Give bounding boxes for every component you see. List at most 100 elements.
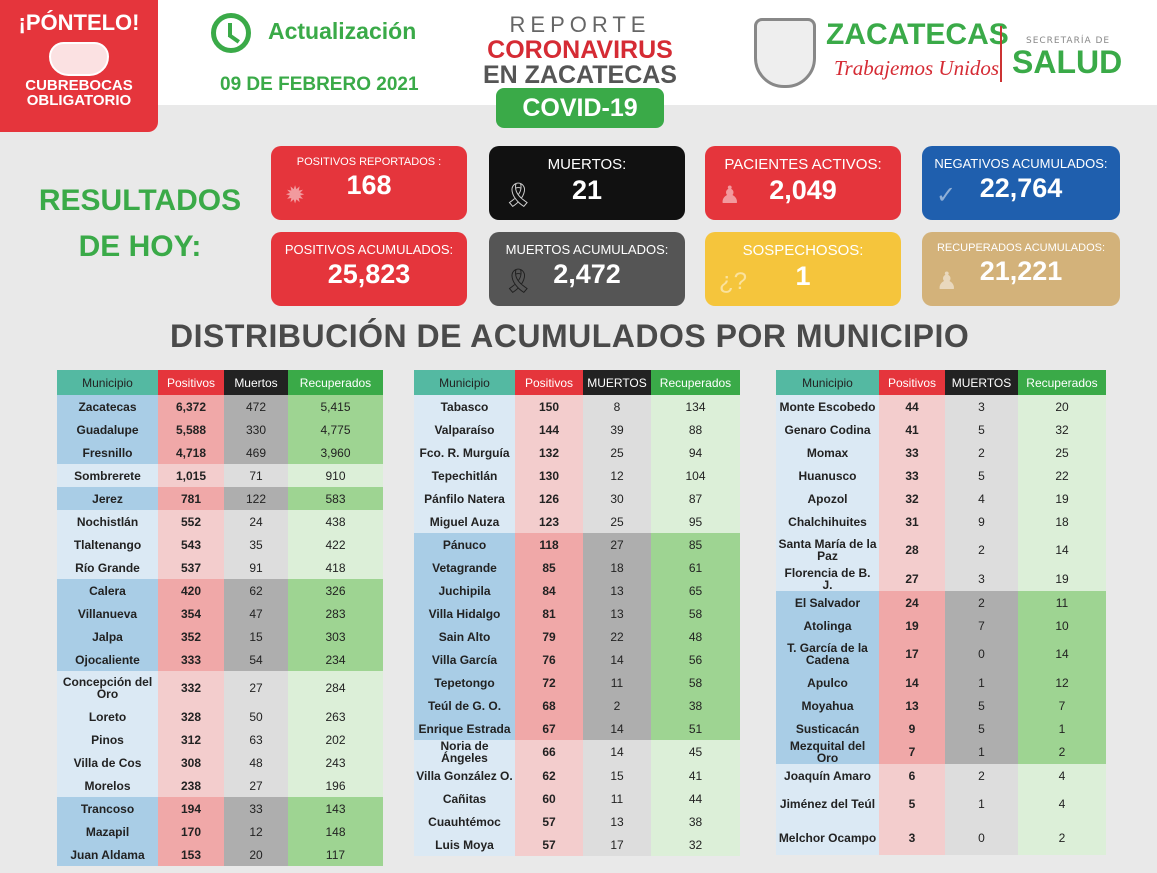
results-title: RESULTADOS DE HOY: xyxy=(35,178,245,270)
cell-positivos: 84 xyxy=(515,579,583,602)
table-row: Guadalupe 5,588 330 4,775 xyxy=(57,418,383,441)
cell-muertos: 71 xyxy=(224,464,288,487)
cell-recuperados: 87 xyxy=(651,487,740,510)
cell-recuperados: 12 xyxy=(1018,671,1106,694)
cell-muertos: 5 xyxy=(945,717,1018,740)
table-row: Valparaíso 144 39 88 xyxy=(414,418,740,441)
cell-recuperados: 19 xyxy=(1018,487,1106,510)
cell-positivos: 170 xyxy=(158,820,224,843)
cell-positivos: 57 xyxy=(515,833,583,856)
cell-municipio: Calera xyxy=(57,579,158,602)
col-header-positivos: Positivos xyxy=(879,370,945,395)
cell-recuperados: 134 xyxy=(651,395,740,418)
cell-recuperados: 283 xyxy=(288,602,383,625)
cell-muertos: 22 xyxy=(583,625,651,648)
cell-recuperados: 18 xyxy=(1018,510,1106,533)
cell-positivos: 537 xyxy=(158,556,224,579)
cell-muertos: 13 xyxy=(583,602,651,625)
face-mask-icon xyxy=(49,42,109,76)
cell-muertos: 5 xyxy=(945,464,1018,487)
table-row: Tepechitlán 130 12 104 xyxy=(414,464,740,487)
cell-municipio: Loreto xyxy=(57,705,158,728)
cell-muertos: 11 xyxy=(583,671,651,694)
cell-recuperados: 88 xyxy=(651,418,740,441)
state-name: ZACATECAS xyxy=(826,18,1009,51)
cell-municipio: Melchor Ocampo xyxy=(776,821,879,855)
col-header-recuperados: Recuperados xyxy=(288,370,383,395)
cell-muertos: 12 xyxy=(224,820,288,843)
cell-recuperados: 7 xyxy=(1018,694,1106,717)
cell-muertos: 1 xyxy=(945,740,1018,764)
cell-municipio: Nochistlán xyxy=(57,510,158,533)
cell-positivos: 76 xyxy=(515,648,583,671)
table-row: Calera 420 62 326 xyxy=(57,579,383,602)
results-title-line1: RESULTADOS xyxy=(38,184,242,217)
header-bar xyxy=(0,0,1157,105)
table-row: Florencia de B. J. 27 3 19 xyxy=(776,567,1106,591)
table-row: Pinos 312 63 202 xyxy=(57,728,383,751)
cell-positivos: 1,015 xyxy=(158,464,224,487)
col-header-muertos: MUERTOS xyxy=(945,370,1018,395)
cell-muertos: 25 xyxy=(583,510,651,533)
cell-muertos: 48 xyxy=(224,751,288,774)
cell-positivos: 68 xyxy=(515,694,583,717)
cell-recuperados: 104 xyxy=(651,464,740,487)
table-row: Susticacán 9 5 1 xyxy=(776,717,1106,740)
cell-positivos: 24 xyxy=(879,591,945,614)
cell-positivos: 552 xyxy=(158,510,224,533)
cell-municipio: Luis Moya xyxy=(414,833,515,856)
card-activos-value: 2,049 xyxy=(769,175,837,205)
question-icon: ¿? xyxy=(719,268,748,295)
card-negativos: NEGATIVOS ACUMULADOS: 22,764 ✓ xyxy=(922,146,1120,220)
table-row: Villa Hidalgo 81 13 58 xyxy=(414,602,740,625)
card-negativos-value: 22,764 xyxy=(979,173,1063,203)
cell-recuperados: 202 xyxy=(288,728,383,751)
cell-muertos: 13 xyxy=(583,810,651,833)
cell-muertos: 1 xyxy=(945,671,1018,694)
card-sospechosos: SOSPECHOSOS: 1 ¿? xyxy=(705,232,901,306)
col-header-municipio: Municipio xyxy=(57,370,158,395)
cell-recuperados: 48 xyxy=(651,625,740,648)
col-header-municipio: Municipio xyxy=(776,370,879,395)
table-row: Villa de Cos 308 48 243 xyxy=(57,751,383,774)
cell-recuperados: 32 xyxy=(1018,418,1106,441)
cell-municipio: Jerez xyxy=(57,487,158,510)
cell-municipio: Momax xyxy=(776,441,879,464)
cell-recuperados: 44 xyxy=(651,787,740,810)
cell-municipio: Villa González O. xyxy=(414,764,515,787)
cell-recuperados: 243 xyxy=(288,751,383,774)
cell-muertos: 3 xyxy=(945,395,1018,418)
card-positivos-label: POSITIVOS REPORTADOS : xyxy=(296,156,442,168)
table-row: Luis Moya 57 17 32 xyxy=(414,833,740,856)
cell-muertos: 2 xyxy=(945,441,1018,464)
mask-badge-line2: OBLIGATORIO xyxy=(26,92,132,109)
cell-positivos: 62 xyxy=(515,764,583,787)
table-row: Teúl de G. O. 68 2 38 xyxy=(414,694,740,717)
cell-positivos: 144 xyxy=(515,418,583,441)
cell-positivos: 194 xyxy=(158,797,224,820)
col-header-muertos: MUERTOS xyxy=(583,370,651,395)
cell-muertos: 63 xyxy=(224,728,288,751)
cell-municipio: Vetagrande xyxy=(414,556,515,579)
cell-positivos: 333 xyxy=(158,648,224,671)
table-row: El Salvador 24 2 11 xyxy=(776,591,1106,614)
cell-recuperados: 303 xyxy=(288,625,383,648)
table-row: Río Grande 537 91 418 xyxy=(57,556,383,579)
cell-recuperados: 56 xyxy=(651,648,740,671)
cell-positivos: 81 xyxy=(515,602,583,625)
cell-recuperados: 41 xyxy=(651,764,740,787)
cell-muertos: 24 xyxy=(224,510,288,533)
cell-recuperados: 143 xyxy=(288,797,383,820)
cell-municipio: Mazapil xyxy=(57,820,158,843)
cell-muertos: 33 xyxy=(224,797,288,820)
cell-municipio: Sombrerete xyxy=(57,464,158,487)
card-recuperados: RECUPERADOS ACUMULADOS: 21,221 ♟ xyxy=(922,232,1120,306)
cell-municipio: Susticacán xyxy=(776,717,879,740)
cell-recuperados: 61 xyxy=(651,556,740,579)
table-row: Melchor Ocampo 3 0 2 xyxy=(776,821,1106,855)
table-row: Jalpa 352 15 303 xyxy=(57,625,383,648)
cell-positivos: 33 xyxy=(879,441,945,464)
cell-recuperados: 11 xyxy=(1018,591,1106,614)
mask-badge: ¡PÓNTELO! CUBREBOCAS OBLIGATORIO xyxy=(0,0,158,132)
cell-positivos: 4,718 xyxy=(158,441,224,464)
